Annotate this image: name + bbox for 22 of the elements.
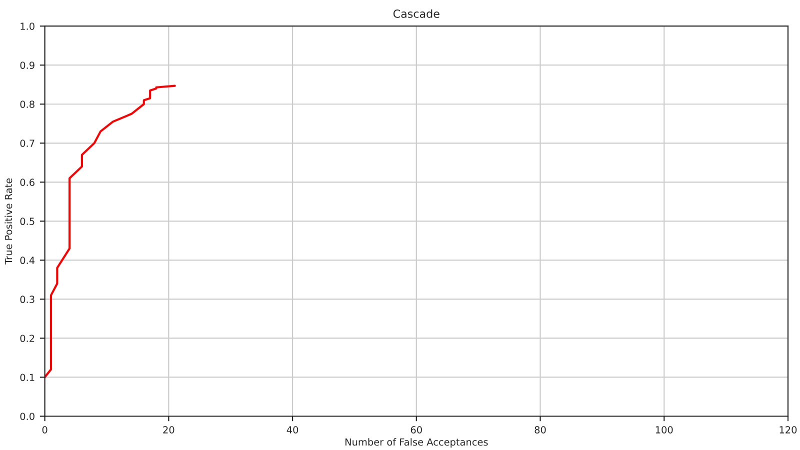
x-tick-label: 100 [656, 426, 673, 434]
x-tick-label: 40 [286, 426, 298, 434]
y-tick-label: 0.1 [20, 374, 34, 382]
y-tick-label: 0.8 [20, 100, 34, 108]
chart-title: Cascade [393, 9, 440, 18]
y-tick-label: 1.0 [20, 22, 34, 30]
x-tick-label: 80 [534, 426, 546, 434]
y-tick-label: 0.7 [20, 140, 34, 147]
y-axis-title: True Positive Rate [4, 178, 12, 264]
y-tick-label: 0.3 [20, 296, 34, 304]
y-tick-label: 0.5 [20, 218, 34, 226]
x-tick-label: 0 [42, 426, 48, 434]
line-series [44, 84, 176, 378]
x-tick-label: 60 [410, 426, 422, 434]
y-tick-label: 0.2 [20, 334, 34, 342]
y-tick-label: 0.4 [20, 256, 35, 264]
x-tick-label: 120 [780, 426, 797, 434]
y-tick-label: 0.9 [20, 62, 34, 69]
x-tick-label: 20 [163, 426, 174, 434]
x-axis-title: Number of False Acceptances [345, 438, 488, 448]
y-tick-label: 0.6 [20, 178, 34, 186]
y-tick-label: 0.0 [20, 412, 34, 420]
